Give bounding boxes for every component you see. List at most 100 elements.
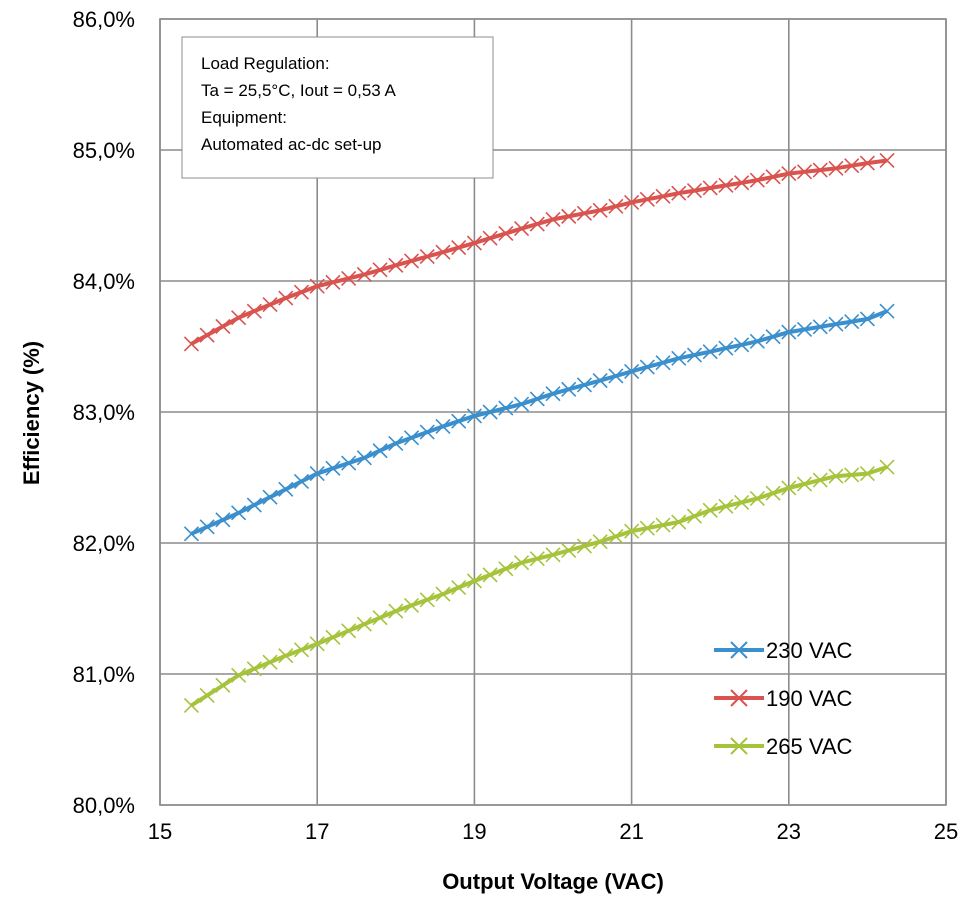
data-point: [592, 202, 608, 218]
data-point: [655, 355, 671, 371]
data-point: [246, 303, 262, 319]
data-point: [183, 697, 200, 714]
annotation-line: Ta = 25,5°C, Iout = 0,53 A: [201, 81, 397, 100]
data-point: [482, 230, 498, 246]
legend-label: 190 VAC: [766, 686, 853, 711]
annotation-line: Load Regulation:: [201, 54, 330, 73]
data-point: [419, 424, 435, 440]
data-point: [828, 468, 844, 484]
data-point: [639, 520, 655, 536]
annotation-line: Equipment:: [201, 108, 287, 127]
data-point: [309, 466, 325, 482]
data-point: [765, 329, 781, 345]
y-tick-label: 85,0%: [73, 138, 135, 163]
data-point: [372, 443, 388, 459]
y-tick-label: 84,0%: [73, 269, 135, 294]
data-point: [781, 480, 797, 496]
data-point: [513, 221, 530, 237]
data-point: [749, 172, 765, 188]
data-point: [529, 216, 545, 232]
x-tick-label: 21: [619, 819, 643, 844]
legend-marker: [730, 689, 748, 707]
x-tick-label: 23: [777, 819, 801, 844]
data-point: [231, 505, 247, 521]
data-point: [608, 528, 624, 545]
legend-item: 230 VAC: [714, 638, 853, 663]
data-point: [341, 623, 357, 639]
data-point: [231, 310, 247, 326]
data-point: [624, 523, 640, 539]
legend-label: 265 VAC: [766, 734, 853, 759]
plot-border: [159, 18, 947, 806]
data-point: [356, 266, 372, 283]
data-point: [828, 160, 844, 176]
data-point: [199, 687, 215, 703]
data-point: [419, 592, 435, 608]
y-axis: 80,0% 81,0% 82,0% 83,0% 84,0% 85,0% 86,0%: [73, 7, 135, 818]
data-point: [781, 166, 797, 182]
annotation-box: Load Regulation: Ta = 25,5°C, Iout = 0,5…: [181, 36, 494, 179]
x-axis-title: Output Voltage (VAC): [442, 869, 664, 894]
y-tick-label: 80,0%: [73, 793, 135, 818]
data-point: [576, 377, 593, 393]
data-point: [796, 476, 813, 492]
data-point: [734, 175, 750, 191]
plot-area: [159, 18, 947, 806]
y-tick-label: 82,0%: [73, 531, 135, 556]
data-point: [859, 466, 875, 482]
data-point: [749, 490, 765, 507]
data-point: [341, 270, 357, 286]
data-point: [718, 177, 734, 193]
y-tick-label: 81,0%: [73, 662, 135, 687]
data-point: [592, 534, 608, 550]
data-point: [671, 350, 687, 366]
x-tick-label: 15: [148, 819, 172, 844]
data-point: [844, 158, 860, 174]
data-point: [183, 526, 200, 542]
x-axis: 15 17 19 21 23 25: [148, 819, 958, 844]
series-line: [190, 309, 888, 536]
x-tick-label: 17: [305, 819, 329, 844]
data-point: [686, 347, 703, 363]
data-point: [341, 455, 357, 471]
data-point: [686, 508, 703, 524]
data-point: [278, 481, 294, 497]
data-point: [309, 636, 325, 652]
x-tick-label: 25: [934, 819, 958, 844]
series-230-vac: [183, 303, 895, 542]
data-point: [498, 561, 514, 577]
data-point: [388, 603, 404, 619]
data-point: [309, 278, 325, 294]
data-point: [529, 551, 545, 567]
data-point: [561, 381, 577, 397]
legend-item: 190 VAC: [714, 686, 853, 711]
data-point: [545, 211, 561, 227]
data-point: [576, 205, 593, 221]
data-point: [388, 435, 404, 452]
data-point: [246, 497, 262, 513]
data-point: [262, 489, 278, 505]
data-point: [199, 519, 215, 535]
data-point: [734, 494, 750, 510]
data-point: [702, 180, 718, 196]
data-point: [561, 542, 577, 558]
data-point: [262, 654, 278, 670]
data-point: [325, 460, 341, 476]
data-point: [812, 162, 828, 178]
data-point: [246, 661, 262, 677]
data-point: [796, 164, 813, 180]
series-line: [190, 465, 888, 708]
data-point: [231, 667, 247, 683]
legend-marker: [730, 737, 748, 755]
data-point: [844, 314, 860, 330]
data-point: [388, 257, 404, 273]
data-point: [576, 538, 593, 554]
data-point: [608, 198, 624, 214]
series-line: [190, 158, 888, 346]
data-point: [879, 459, 895, 475]
data-point: [435, 586, 451, 602]
data-point: [325, 274, 341, 290]
data-point: [624, 194, 640, 210]
data-point: [639, 191, 655, 207]
